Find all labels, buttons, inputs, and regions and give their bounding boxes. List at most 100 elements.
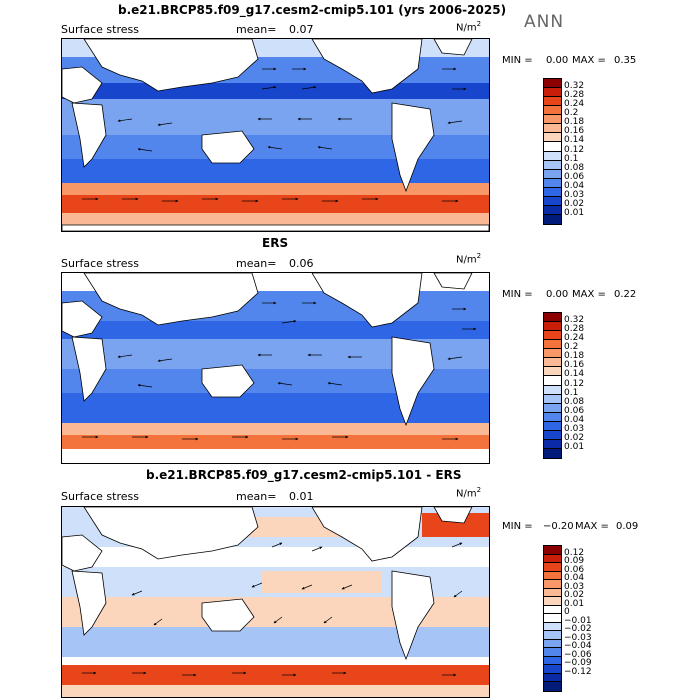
panel-1-colorbar-tick-label: 0.28 — [564, 90, 585, 101]
panel-1-colorbar-tick-label: 0.2 — [564, 108, 579, 119]
panel-3-colorbar-tick-label: −0.09 — [564, 658, 592, 669]
panel-3-max-label: MAX = — [575, 521, 609, 532]
panel-3-colorbar-tick-label: 0.02 — [564, 590, 585, 601]
panel-3-colorbar-swatch — [544, 639, 561, 649]
panel-3-colorbar-swatch — [544, 588, 561, 598]
panel-3-colorbar-swatch — [544, 622, 561, 632]
panel-2-colorbar-swatch — [544, 385, 561, 395]
panel-3-colorbar-swatch — [544, 605, 561, 615]
panel-2-map-svg — [62, 273, 489, 463]
panel-1-colorbar-tick-label: 0.03 — [564, 189, 585, 200]
panel-1-title: b.e21.BRCP85.f09_g17.cesm2-cmip5.101 (yr… — [118, 3, 507, 17]
panel-1-colorbar-swatch — [544, 79, 561, 89]
panel-2-mean-label: mean= — [236, 257, 277, 270]
panel-3-colorbar-tick-label: 0.06 — [564, 564, 585, 575]
panel-2-colorbar-tick-label: 0.32 — [564, 315, 585, 326]
panel-3-map-svg — [62, 507, 489, 697]
panel-1-colorbar-swatch — [544, 169, 561, 179]
panel-3-colorbar-tick-label: 0.03 — [564, 581, 585, 592]
panel-2-colorbar-swatch — [544, 403, 561, 413]
panel-1-max-value: 0.35 — [614, 55, 637, 66]
panel-1-land-eurasia — [83, 39, 259, 92]
panel-1-max-label: MAX = — [572, 55, 606, 66]
panel-3-colorbar-tick-label: 0.09 — [564, 556, 585, 567]
panel-1-land-antarctica — [62, 224, 489, 231]
panel-1-colorbar-swatch — [544, 115, 561, 125]
panel-3-colorbar-swatch — [544, 614, 561, 623]
panel-3-colorbar-swatch — [544, 665, 561, 674]
panel-1-colorbar-tick-label: 0.01 — [564, 207, 585, 218]
panel-3-colorbar-swatch — [544, 546, 561, 555]
panel-2-colorbar-swatch — [544, 349, 561, 359]
panel-1-colorbar-swatch — [544, 88, 561, 98]
panel-2-colorbar-tick-label: 0.01 — [564, 441, 585, 452]
panel-2-title: ERS — [262, 236, 289, 250]
panel-2-colorbar-tick-label: 0.03 — [564, 423, 585, 434]
panel-1-colorbar — [543, 78, 562, 225]
panel-2-colorbar-swatch — [544, 322, 561, 332]
panel-3-colorbar-swatch — [544, 673, 561, 683]
panel-3-colorbar-tick-label: −0.04 — [564, 641, 592, 652]
panel-3-vectors — [82, 542, 463, 677]
panel-3-colorbar-tick-label: −0.03 — [564, 632, 592, 643]
panel-2-colorbar-tick-label: 0.06 — [564, 405, 585, 416]
panel-1-mean-label: mean= — [236, 23, 277, 36]
panel-3-colorbar-tick-label: −0.02 — [564, 624, 592, 635]
panel-2-colorbar-swatch — [544, 421, 561, 431]
panel-2-colorbar-tick-label: 0.28 — [564, 324, 585, 335]
panel-3-min-value: −0.20 — [543, 521, 574, 532]
panel-1-mean-value: 0.07 — [289, 23, 314, 36]
panel-2-colorbar-swatch — [544, 448, 561, 458]
panel-1-land-australia — [201, 130, 255, 164]
panel-1-colorbar-tick-label: 0.18 — [564, 117, 585, 128]
panel-2-colorbar-tick-label: 0.04 — [564, 414, 585, 425]
panel-1-colorbar-swatch — [544, 160, 561, 170]
panel-3-title: b.e21.BRCP85.f09_g17.cesm2-cmip5.101 - E… — [146, 468, 462, 482]
panel-2-colorbar-tick-label: 0.08 — [564, 396, 585, 407]
panel-3-colorbar — [543, 545, 562, 692]
panel-1-map-svg — [62, 39, 489, 231]
panel-3-unit: N/m2 — [456, 486, 482, 500]
panel-2-colorbar-tick-label: 0.18 — [564, 351, 585, 362]
panel-3-colorbar-swatch — [544, 682, 561, 691]
panel-1-colorbar-swatch — [544, 187, 561, 197]
panel-2-colorbar-swatch — [544, 331, 561, 341]
panel-3-colorbar-tick-label: −0.01 — [564, 615, 592, 626]
panel-1-colorbar-tick-label: 0.12 — [564, 144, 585, 155]
panel-2-colorbar-swatch — [544, 376, 561, 386]
panel-1-land-africa-north — [62, 66, 103, 104]
panel-2-colorbar-tick-label: 0.24 — [564, 333, 585, 344]
panel-1-colorbar-swatch — [544, 214, 561, 224]
panel-2-colorbar-swatch — [544, 394, 561, 404]
panel-2-colorbar-tick-label: 0.02 — [564, 432, 585, 443]
panel-3-colorbar-swatch — [544, 571, 561, 581]
panel-2-colorbar-tick-label: 0.16 — [564, 360, 585, 371]
panel-1-vectors — [82, 67, 467, 203]
panel-3-colorbar-swatch — [544, 580, 561, 589]
panel-3-colorbar-tick-label: −0.12 — [564, 666, 592, 677]
panel-2-colorbar-swatch — [544, 412, 561, 422]
panel-2-min-value: 0.00 — [546, 289, 569, 300]
panel-2-colorbar-tick-label: 0.2 — [564, 342, 579, 353]
panel-2-colorbar-swatch — [544, 439, 561, 449]
panel-2-mean-value: 0.06 — [289, 257, 314, 270]
panel-3-colorbar-swatch — [544, 554, 561, 564]
panel-2-colorbar — [543, 312, 562, 459]
panel-1-colorbar-swatch — [544, 124, 561, 134]
panel-2-max-label: MAX = — [572, 289, 606, 300]
panel-1-colorbar-swatch — [544, 205, 561, 215]
panel-1-field-label: Surface stress — [61, 23, 139, 36]
panel-1-land-south-america — [391, 102, 435, 193]
panel-3-colorbar-swatch — [544, 563, 561, 572]
panel-3-map — [61, 506, 490, 698]
panel-2-map — [61, 272, 490, 464]
panel-3-colorbar-tick-label: 0.04 — [564, 573, 585, 584]
panel-2-colorbar-swatch — [544, 313, 561, 323]
panel-1-colorbar-swatch — [544, 97, 561, 107]
panel-1-colorbar-tick-label: 0.14 — [564, 135, 585, 146]
panel-1-colorbar-swatch — [544, 196, 561, 206]
panel-3-colorbar-swatch — [544, 656, 561, 666]
panel-3-colorbar-swatch — [544, 597, 561, 606]
panel-3-mean-value: 0.01 — [289, 490, 314, 503]
panel-2-colorbar-swatch — [544, 430, 561, 440]
